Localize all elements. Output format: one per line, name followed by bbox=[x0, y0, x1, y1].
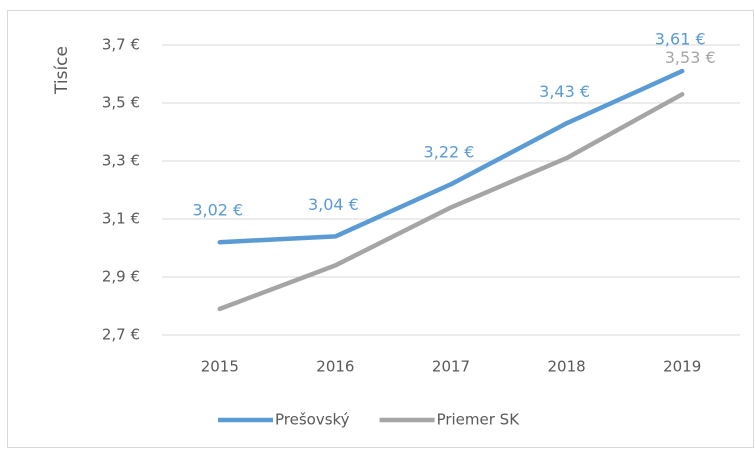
y-tick-label: 2,9 € bbox=[102, 268, 140, 286]
chart-border bbox=[7, 10, 754, 448]
y-tick-label: 3,5 € bbox=[102, 94, 140, 112]
data-label: 3,02 € bbox=[192, 201, 243, 220]
x-tick-label: 2016 bbox=[316, 358, 354, 376]
y-tick-label: 3,1 € bbox=[102, 210, 140, 228]
y-tick-label: 3,3 € bbox=[102, 152, 140, 170]
data-label: 3,61 € bbox=[655, 30, 706, 49]
series-line bbox=[217, 68, 685, 245]
data-label: 3,22 € bbox=[424, 143, 475, 162]
data-label: 3,04 € bbox=[308, 195, 359, 214]
y-axis-label: Tisíce bbox=[52, 46, 72, 95]
x-tick-label: 2019 bbox=[663, 358, 701, 376]
y-tick-label: 3,7 € bbox=[102, 36, 140, 54]
legend-label: Prešovský bbox=[275, 411, 350, 429]
data-label: 3,43 € bbox=[539, 82, 590, 101]
data-label: 3,53 € bbox=[665, 48, 716, 67]
series-line bbox=[217, 92, 685, 312]
legend-label: Priemer SK bbox=[437, 411, 521, 429]
x-tick-label: 2018 bbox=[548, 358, 586, 376]
y-tick-label: 2,7 € bbox=[102, 326, 140, 344]
x-tick-label: 2015 bbox=[201, 358, 239, 376]
x-tick-label: 2017 bbox=[432, 358, 470, 376]
